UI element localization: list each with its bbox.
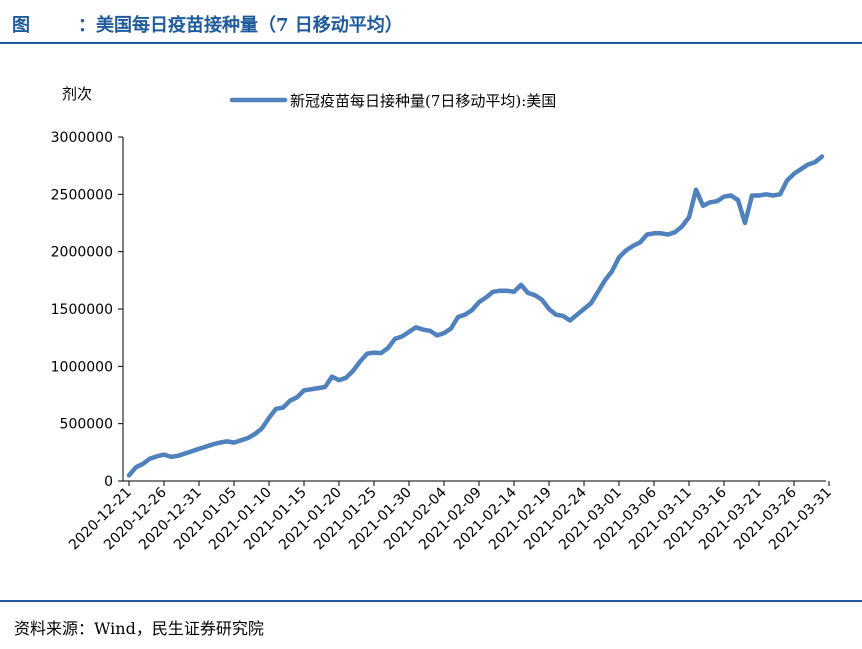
bottom-divider xyxy=(0,600,862,602)
y-tick-label: 1500000 xyxy=(51,302,113,318)
y-tick-label: 2500000 xyxy=(51,187,113,203)
legend: 新冠疫苗每日接种量(7日移动平均):美国 xyxy=(229,92,556,110)
title-bar: 图 ：美国每日疫苗接种量（7 日移动平均） xyxy=(0,0,862,42)
source-note: 资料来源：Wind，民生证券研究院 xyxy=(14,619,264,638)
top-divider xyxy=(0,42,862,44)
figure-label: 图 xyxy=(12,15,30,36)
y-tick-label: 3000000 xyxy=(51,130,113,146)
series-line xyxy=(126,154,825,478)
y-tick-label: 2000000 xyxy=(51,245,113,261)
line-chart: 0 500000 1000000 1500000 2000000 2500000 30000… xyxy=(51,85,835,553)
y-axis-label: 剂次 xyxy=(62,85,92,103)
series-group xyxy=(126,154,825,478)
y-tick-label: 0 xyxy=(104,474,113,490)
page-title: ：美国每日疫苗接种量（7 日移动平均） xyxy=(78,15,403,36)
y-tick-label: 1000000 xyxy=(51,359,113,375)
legend-label: 新冠疫苗每日接种量(7日移动平均):美国 xyxy=(290,92,556,110)
y-tick-label: 500000 xyxy=(60,417,113,433)
x-axis-ticks: 2020-12-212020-12-262020-12-312021-01-05… xyxy=(66,481,835,553)
y-axis-ticks: 0 500000 1000000 1500000 2000000 2500000 30000… xyxy=(51,130,123,490)
